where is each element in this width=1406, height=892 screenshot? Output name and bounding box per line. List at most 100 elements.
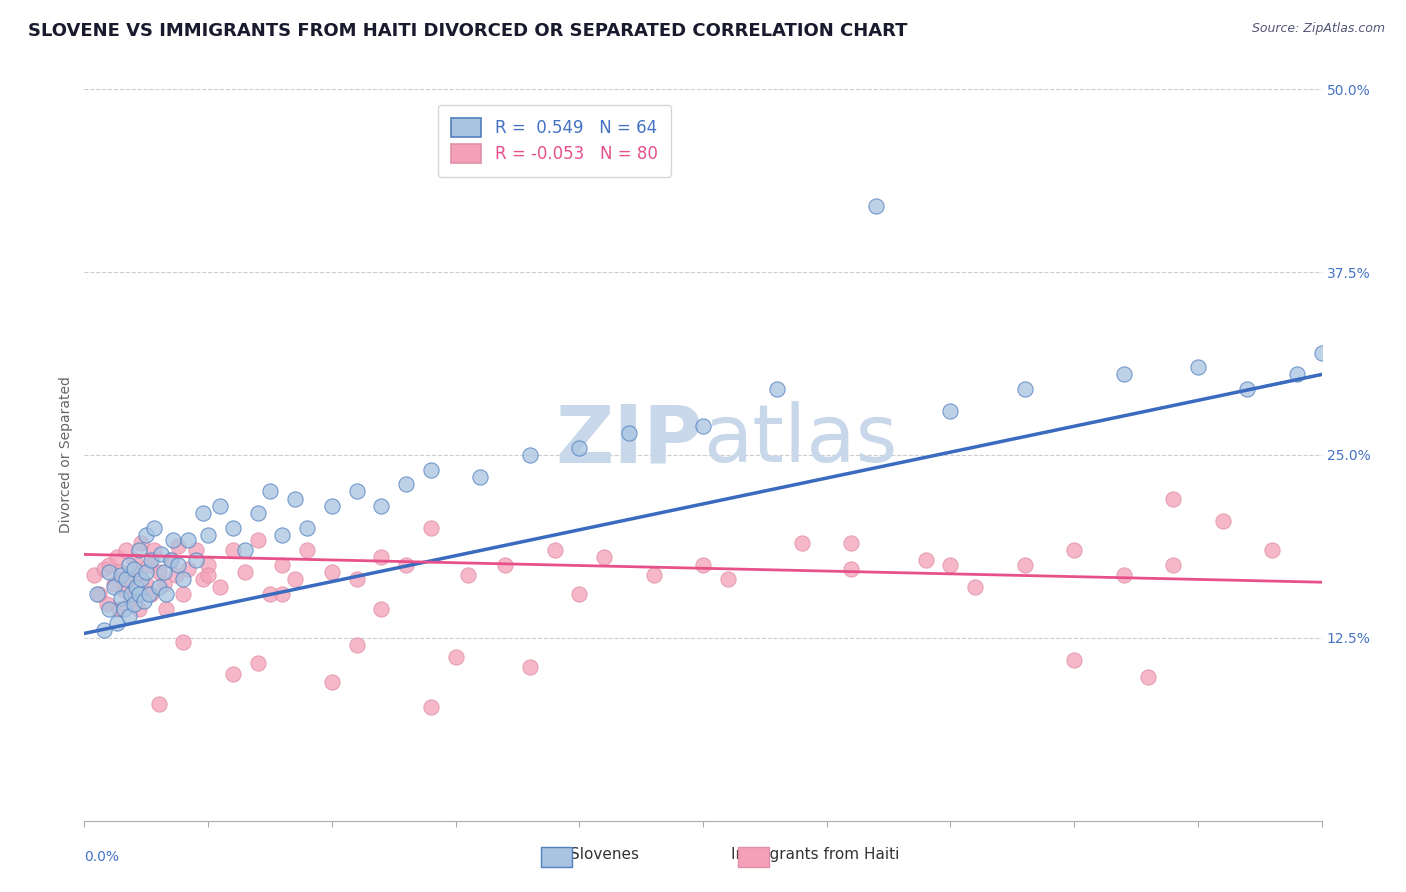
Point bbox=[122, 562, 145, 576]
Point bbox=[1285, 368, 1308, 382]
Point bbox=[519, 448, 541, 462]
Point bbox=[167, 539, 190, 553]
Point bbox=[162, 533, 184, 547]
Point bbox=[184, 543, 207, 558]
Point bbox=[395, 477, 418, 491]
Point bbox=[766, 382, 789, 396]
Point bbox=[105, 550, 128, 565]
Point bbox=[209, 499, 232, 513]
Point bbox=[128, 587, 150, 601]
Point bbox=[172, 572, 194, 586]
Point bbox=[494, 558, 516, 572]
Point bbox=[1161, 558, 1184, 572]
Point bbox=[717, 572, 740, 586]
Text: SLOVENE VS IMMIGRANTS FROM HAITI DIVORCED OR SEPARATED CORRELATION CHART: SLOVENE VS IMMIGRANTS FROM HAITI DIVORCE… bbox=[28, 22, 908, 40]
Point bbox=[128, 543, 150, 558]
Point bbox=[568, 587, 591, 601]
Text: Source: ZipAtlas.com: Source: ZipAtlas.com bbox=[1251, 22, 1385, 36]
Point bbox=[110, 565, 132, 579]
Point bbox=[105, 616, 128, 631]
Point bbox=[222, 543, 245, 558]
Text: Immigrants from Haiti: Immigrants from Haiti bbox=[731, 847, 900, 862]
Point bbox=[692, 418, 714, 433]
Point bbox=[790, 535, 813, 549]
Point bbox=[617, 425, 640, 440]
Point bbox=[1212, 514, 1234, 528]
Point bbox=[142, 543, 165, 558]
Point bbox=[118, 572, 141, 586]
Point bbox=[321, 565, 343, 579]
Point bbox=[246, 533, 269, 547]
Point bbox=[83, 567, 105, 582]
Point bbox=[177, 533, 200, 547]
Point bbox=[233, 565, 256, 579]
Point bbox=[1187, 360, 1209, 375]
Point bbox=[841, 535, 863, 549]
Point bbox=[939, 404, 962, 418]
Point bbox=[419, 521, 441, 535]
Point bbox=[259, 484, 281, 499]
Point bbox=[419, 462, 441, 476]
Point bbox=[197, 558, 219, 572]
Text: atlas: atlas bbox=[703, 401, 897, 479]
Point bbox=[112, 582, 135, 597]
Point bbox=[150, 548, 173, 562]
Point bbox=[1014, 558, 1036, 572]
Point bbox=[125, 580, 148, 594]
Point bbox=[1236, 382, 1258, 396]
Point bbox=[246, 656, 269, 670]
Point bbox=[246, 507, 269, 521]
Point bbox=[271, 528, 294, 542]
Point bbox=[108, 601, 131, 615]
Point bbox=[395, 558, 418, 572]
Point bbox=[89, 587, 111, 601]
Point bbox=[1014, 382, 1036, 396]
Y-axis label: Divorced or Separated: Divorced or Separated bbox=[59, 376, 73, 533]
Point bbox=[470, 470, 492, 484]
Point bbox=[135, 528, 157, 542]
Point bbox=[135, 576, 157, 591]
Point bbox=[98, 601, 121, 615]
Point bbox=[93, 624, 115, 638]
Point bbox=[295, 543, 318, 558]
Point bbox=[271, 587, 294, 601]
Point bbox=[138, 558, 160, 572]
Point bbox=[98, 565, 121, 579]
Point bbox=[129, 535, 152, 549]
Point bbox=[148, 580, 170, 594]
Point bbox=[172, 587, 194, 601]
Point bbox=[184, 553, 207, 567]
Point bbox=[191, 572, 214, 586]
Point bbox=[115, 543, 138, 558]
Point bbox=[1261, 543, 1284, 558]
Point bbox=[568, 441, 591, 455]
Point bbox=[86, 587, 108, 601]
Point bbox=[155, 601, 177, 615]
Point bbox=[914, 553, 936, 567]
Point bbox=[141, 553, 163, 567]
Point bbox=[1161, 491, 1184, 506]
Point bbox=[125, 567, 148, 582]
Point bbox=[120, 587, 142, 601]
Point bbox=[419, 699, 441, 714]
Point bbox=[1112, 567, 1135, 582]
Point bbox=[197, 528, 219, 542]
Point bbox=[115, 572, 138, 586]
Point bbox=[110, 567, 132, 582]
Point bbox=[370, 601, 392, 615]
Point bbox=[172, 635, 194, 649]
Point bbox=[841, 562, 863, 576]
Point bbox=[222, 521, 245, 535]
Point bbox=[643, 567, 665, 582]
Point bbox=[155, 587, 177, 601]
Point bbox=[197, 567, 219, 582]
Point bbox=[122, 597, 145, 611]
Point bbox=[457, 567, 479, 582]
Point bbox=[165, 567, 187, 582]
Point bbox=[138, 587, 160, 601]
Point bbox=[1112, 368, 1135, 382]
Point bbox=[118, 558, 141, 572]
Point bbox=[152, 576, 174, 591]
Point bbox=[103, 580, 125, 594]
Point bbox=[160, 553, 183, 567]
